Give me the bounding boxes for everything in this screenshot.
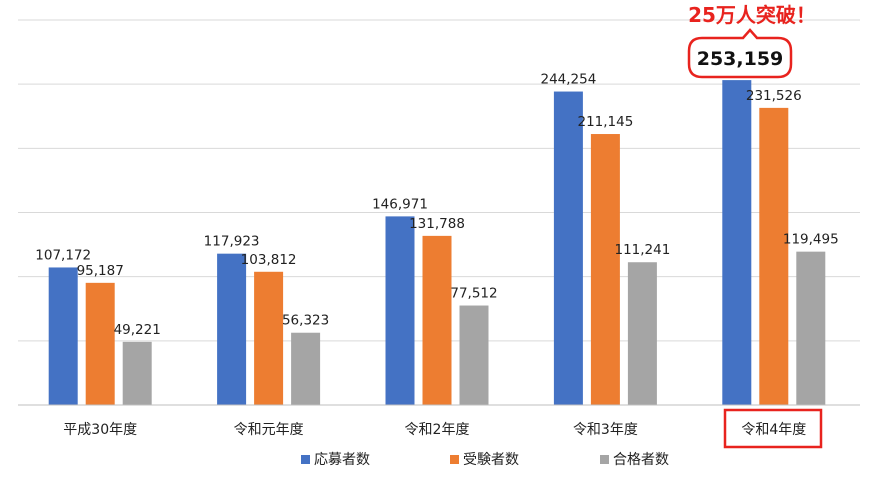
data-label-passers-1: 56,323	[282, 313, 329, 329]
data-label-examinees-3: 211,145	[577, 114, 633, 130]
data-label-applicants-1: 117,923	[204, 234, 260, 250]
legend: 応募者数 受験者数 合格者数	[301, 452, 669, 468]
data-label-applicants-2: 146,971	[372, 196, 428, 212]
bar-applicants-1	[217, 253, 247, 405]
data-label-applicants-0: 107,172	[35, 247, 91, 263]
legend-label-applicants: 応募者数	[314, 452, 370, 468]
legend-label-passers: 合格者数	[613, 452, 669, 468]
x-tick-label-2: 令和2年度	[405, 422, 470, 438]
data-label-passers-4: 119,495	[783, 232, 839, 248]
bar-passers-4	[796, 251, 826, 405]
bar-passers-2	[459, 305, 489, 405]
callout-text: 25万人突破！	[688, 3, 816, 27]
data-label-passers-3: 111,241	[614, 242, 670, 258]
bar-passers-0	[122, 341, 152, 405]
legend-swatch-applicants	[301, 455, 310, 464]
x-tick-label-3: 令和3年度	[573, 422, 638, 438]
legend-swatch-examinees	[450, 455, 459, 464]
bar-examinees-2	[422, 235, 452, 405]
x-tick-label-4: 令和4年度	[741, 422, 806, 438]
x-tick-label-0: 平成30年度	[63, 422, 137, 438]
bars	[48, 80, 826, 406]
data-label-examinees-0: 95,187	[77, 263, 124, 279]
x-axis-tick-labels: 平成30年度 令和元年度 令和2年度 令和3年度 令和4年度	[63, 422, 806, 438]
bar-passers-3	[627, 262, 657, 405]
callout-bubble	[687, 28, 793, 79]
highlighted-category-box	[723, 408, 823, 449]
bar-examinees-3	[590, 134, 620, 405]
bar-applicants-0	[48, 267, 78, 405]
highlighted-value: 253,159	[697, 48, 784, 70]
data-label-passers-2: 77,512	[450, 286, 497, 302]
bar-examinees-4	[759, 107, 789, 405]
x-tick-label-1: 令和元年度	[234, 422, 304, 438]
legend-label-examinees: 受験者数	[463, 452, 519, 468]
data-label-examinees-2: 131,788	[409, 216, 465, 232]
data-label-applicants-3: 244,254	[540, 72, 596, 88]
bar-examinees-1	[254, 271, 284, 405]
bar-passers-1	[291, 332, 321, 405]
data-label-examinees-4: 231,526	[746, 88, 802, 104]
bar-applicants-3	[553, 91, 583, 405]
data-label-passers-0: 49,221	[114, 322, 161, 338]
gridlines	[18, 19, 860, 342]
bar-examinees-0	[85, 282, 115, 405]
bar-applicants-4	[722, 80, 752, 406]
bar-applicants-2	[385, 216, 415, 405]
data-label-examinees-1: 103,812	[241, 252, 297, 268]
legend-swatch-passers	[600, 455, 609, 464]
